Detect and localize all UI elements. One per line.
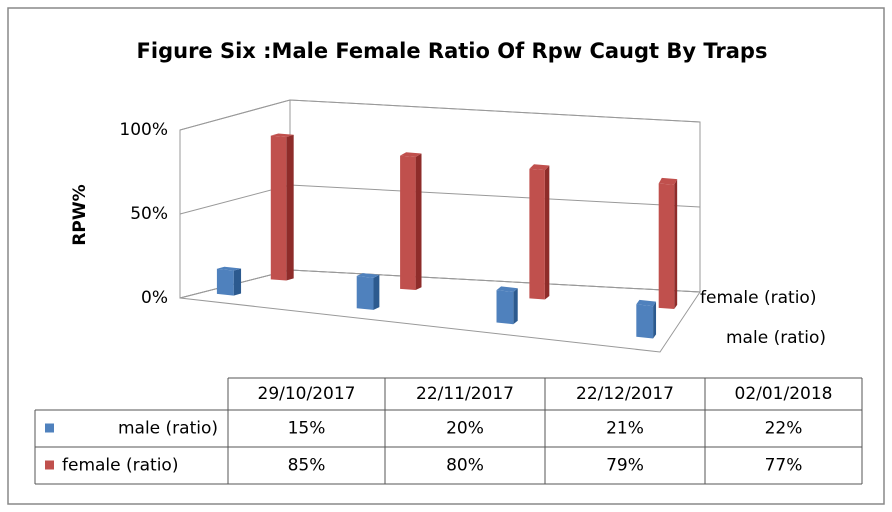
bar-top xyxy=(356,273,380,278)
bar xyxy=(400,155,416,291)
table-cell: 85% xyxy=(288,456,326,476)
bar-top xyxy=(658,177,678,185)
bar-top xyxy=(400,152,422,157)
bar xyxy=(636,304,654,339)
bar-top xyxy=(529,164,550,171)
y-tick-label: 0% xyxy=(141,288,168,308)
bar xyxy=(216,268,234,296)
chart-border xyxy=(7,7,885,505)
legend-label: female (ratio) xyxy=(62,456,178,476)
bar-side xyxy=(674,179,678,309)
table-header: 22/11/2017 xyxy=(416,384,514,404)
bar-side xyxy=(415,153,422,291)
y-tick-label: 100% xyxy=(119,120,168,140)
bar xyxy=(356,276,374,310)
table-header: 02/01/2018 xyxy=(735,384,833,404)
table-cell: 79% xyxy=(606,456,644,476)
y-axis-label: RPW% xyxy=(70,184,90,245)
table-header: 29/10/2017 xyxy=(258,384,356,404)
bar xyxy=(270,135,287,281)
bar-top xyxy=(270,133,294,138)
depth-label: female (ratio) xyxy=(700,288,816,308)
table-cell: 15% xyxy=(288,419,326,439)
bar-top xyxy=(636,299,657,307)
bar-side xyxy=(233,268,242,296)
bar-side xyxy=(286,134,294,281)
legend-key xyxy=(45,460,54,470)
bar-side xyxy=(513,288,518,325)
table-cell: 22% xyxy=(765,419,803,439)
legend-label: male (ratio) xyxy=(118,419,218,439)
bar xyxy=(658,183,675,309)
table-cell: 80% xyxy=(446,456,484,476)
table-cell: 21% xyxy=(606,419,644,439)
bar xyxy=(496,290,514,325)
table-cell: 20% xyxy=(446,419,484,439)
bar-side xyxy=(373,274,380,310)
bar-top xyxy=(216,266,242,271)
bar-side xyxy=(653,301,657,339)
y-tick-label: 50% xyxy=(130,204,168,224)
bar-top xyxy=(496,286,518,292)
bar xyxy=(529,168,545,300)
grid-line xyxy=(179,99,701,131)
chart-title: Figure Six :Male Female Ratio Of Rpw Cau… xyxy=(137,39,768,63)
depth-label: male (ratio) xyxy=(726,328,826,348)
table-header: 22/12/2017 xyxy=(576,384,674,404)
table-cell: 77% xyxy=(765,456,803,476)
bar-side xyxy=(544,165,550,300)
legend-key xyxy=(45,423,54,433)
